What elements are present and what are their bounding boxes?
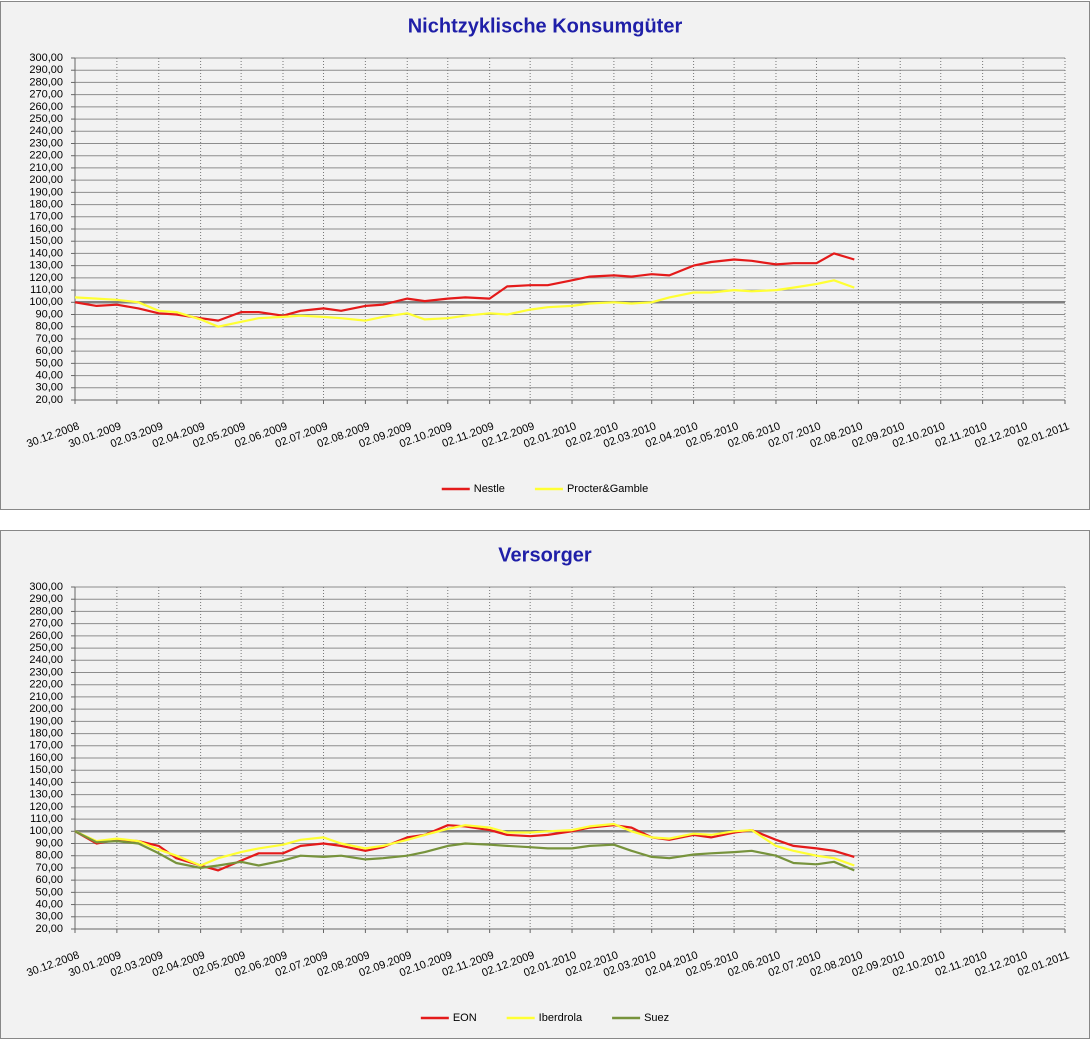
y-tick-label: 60,00	[35, 345, 63, 357]
y-tick-label: 160,00	[29, 223, 63, 235]
chart-title: Versorger	[498, 544, 592, 566]
y-tick-label: 160,00	[29, 752, 63, 764]
y-tick-label: 40,00	[35, 369, 63, 381]
y-tick-label: 230,00	[29, 137, 63, 149]
y-tick-label: 230,00	[29, 666, 63, 678]
y-tick-label: 210,00	[29, 162, 63, 174]
y-tick-label: 170,00	[29, 211, 63, 223]
y-tick-label: 60,00	[35, 874, 63, 886]
y-tick-label: 50,00	[35, 357, 63, 369]
y-tick-label: 20,00	[35, 923, 63, 935]
y-tick-label: 240,00	[29, 654, 63, 666]
y-tick-label: 90,00	[35, 308, 63, 320]
y-tick-label: 270,00	[29, 89, 63, 101]
chart: Versorger 20,0030,0040,0050,0060,0070,008…	[0, 530, 1090, 1039]
y-tick-label: 200,00	[29, 703, 63, 715]
y-tick-label: 180,00	[29, 198, 63, 210]
y-tick-label: 90,00	[35, 837, 63, 849]
y-tick-label: 170,00	[29, 740, 63, 752]
y-tick-label: 120,00	[29, 801, 63, 813]
y-tick-label: 300,00	[29, 581, 63, 593]
y-tick-label: 50,00	[35, 886, 63, 898]
y-tick-label: 30,00	[35, 382, 63, 394]
y-tick-label: 120,00	[29, 272, 63, 284]
y-tick-label: 80,00	[35, 321, 63, 333]
y-tick-label: 150,00	[29, 764, 63, 776]
y-tick-label: 220,00	[29, 679, 63, 691]
series-line	[74, 279, 855, 328]
series-line	[74, 252, 855, 322]
y-tick-label: 70,00	[35, 333, 63, 345]
y-tick-label: 270,00	[29, 618, 63, 630]
y-tick-label: 150,00	[29, 235, 63, 247]
chart-title: Nichtzyklische Konsumgüter	[408, 15, 683, 37]
y-tick-label: 190,00	[29, 186, 63, 198]
y-tick-label: 220,00	[29, 150, 63, 162]
y-tick-label: 250,00	[29, 642, 63, 654]
legend-label: Procter&Gamble	[567, 483, 648, 495]
y-tick-label: 80,00	[35, 850, 63, 862]
legend: EON Iberdrola Suez	[420, 1012, 669, 1024]
series-line	[74, 822, 855, 867]
y-tick-label: 260,00	[29, 101, 63, 113]
y-tick-label: 180,00	[29, 727, 63, 739]
y-tick-label: 300,00	[29, 52, 63, 64]
y-tick-label: 20,00	[35, 394, 63, 406]
y-tick-label: 100,00	[29, 825, 63, 837]
y-tick-label: 240,00	[29, 125, 63, 137]
y-tick-label: 30,00	[35, 911, 63, 923]
legend: Nestle Procter&Gamble	[441, 483, 648, 495]
y-tick-label: 70,00	[35, 862, 63, 874]
y-tick-label: 280,00	[29, 605, 63, 617]
y-tick-label: 260,00	[29, 630, 63, 642]
legend-label: Iberdrola	[539, 1012, 583, 1024]
y-tick-label: 130,00	[29, 789, 63, 801]
y-tick-label: 290,00	[29, 593, 63, 605]
y-tick-label: 280,00	[29, 76, 63, 88]
chart: Nichtzyklische Konsumgüter 20,0030,0040,0…	[0, 1, 1090, 510]
y-tick-label: 200,00	[29, 174, 63, 186]
y-tick-label: 40,00	[35, 898, 63, 910]
legend-label: Nestle	[474, 483, 505, 495]
y-tick-label: 140,00	[29, 776, 63, 788]
y-tick-label: 110,00	[30, 284, 63, 296]
y-tick-label: 130,00	[29, 260, 63, 272]
y-tick-label: 100,00	[29, 296, 63, 308]
y-tick-label: 290,00	[29, 64, 63, 76]
y-tick-label: 140,00	[29, 247, 63, 259]
y-tick-label: 210,00	[29, 691, 63, 703]
y-tick-label: 190,00	[29, 715, 63, 727]
legend-label: Suez	[644, 1012, 669, 1024]
y-tick-label: 250,00	[29, 113, 63, 125]
y-tick-label: 110,00	[30, 813, 63, 825]
legend-label: EON	[453, 1012, 477, 1024]
series-line	[74, 830, 855, 872]
